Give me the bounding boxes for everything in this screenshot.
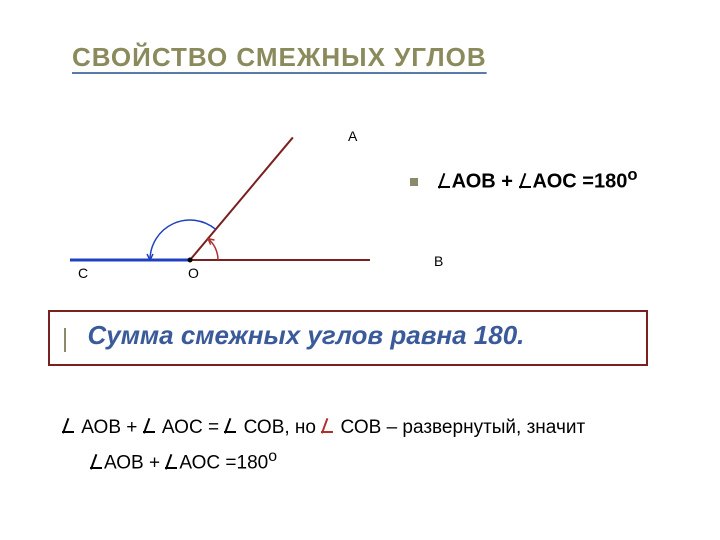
main-equation: АОВ + АОС =180о xyxy=(410,165,638,194)
angle-diagram xyxy=(70,120,380,290)
theorem-text: Сумма смежных углов равна 180. xyxy=(87,320,524,350)
label-O: O xyxy=(188,265,199,281)
label-C: С xyxy=(78,265,88,281)
proof-line-1: АОВ + АОС = СОВ, но СОВ – развернутый, з… xyxy=(62,412,585,444)
theorem-box: Сумма смежных углов равна 180. xyxy=(48,310,648,366)
label-B: B xyxy=(434,253,443,269)
label-A: A xyxy=(348,128,357,144)
eq-degree: о xyxy=(627,165,637,184)
eq-part2: АОС =180 xyxy=(533,171,628,193)
bullet-icon xyxy=(410,178,418,186)
eq-part1: АОВ + xyxy=(452,171,519,193)
proof-line-2: АОВ + АОС =180о xyxy=(62,444,585,480)
theorem-bullet-icon xyxy=(64,328,71,352)
proof-text: АОВ + АОС = СОВ, но СОВ – развернутый, з… xyxy=(62,412,585,480)
slide-title: СВОЙСТВО СМЕЖНЫХ УГЛОВ xyxy=(72,42,487,73)
